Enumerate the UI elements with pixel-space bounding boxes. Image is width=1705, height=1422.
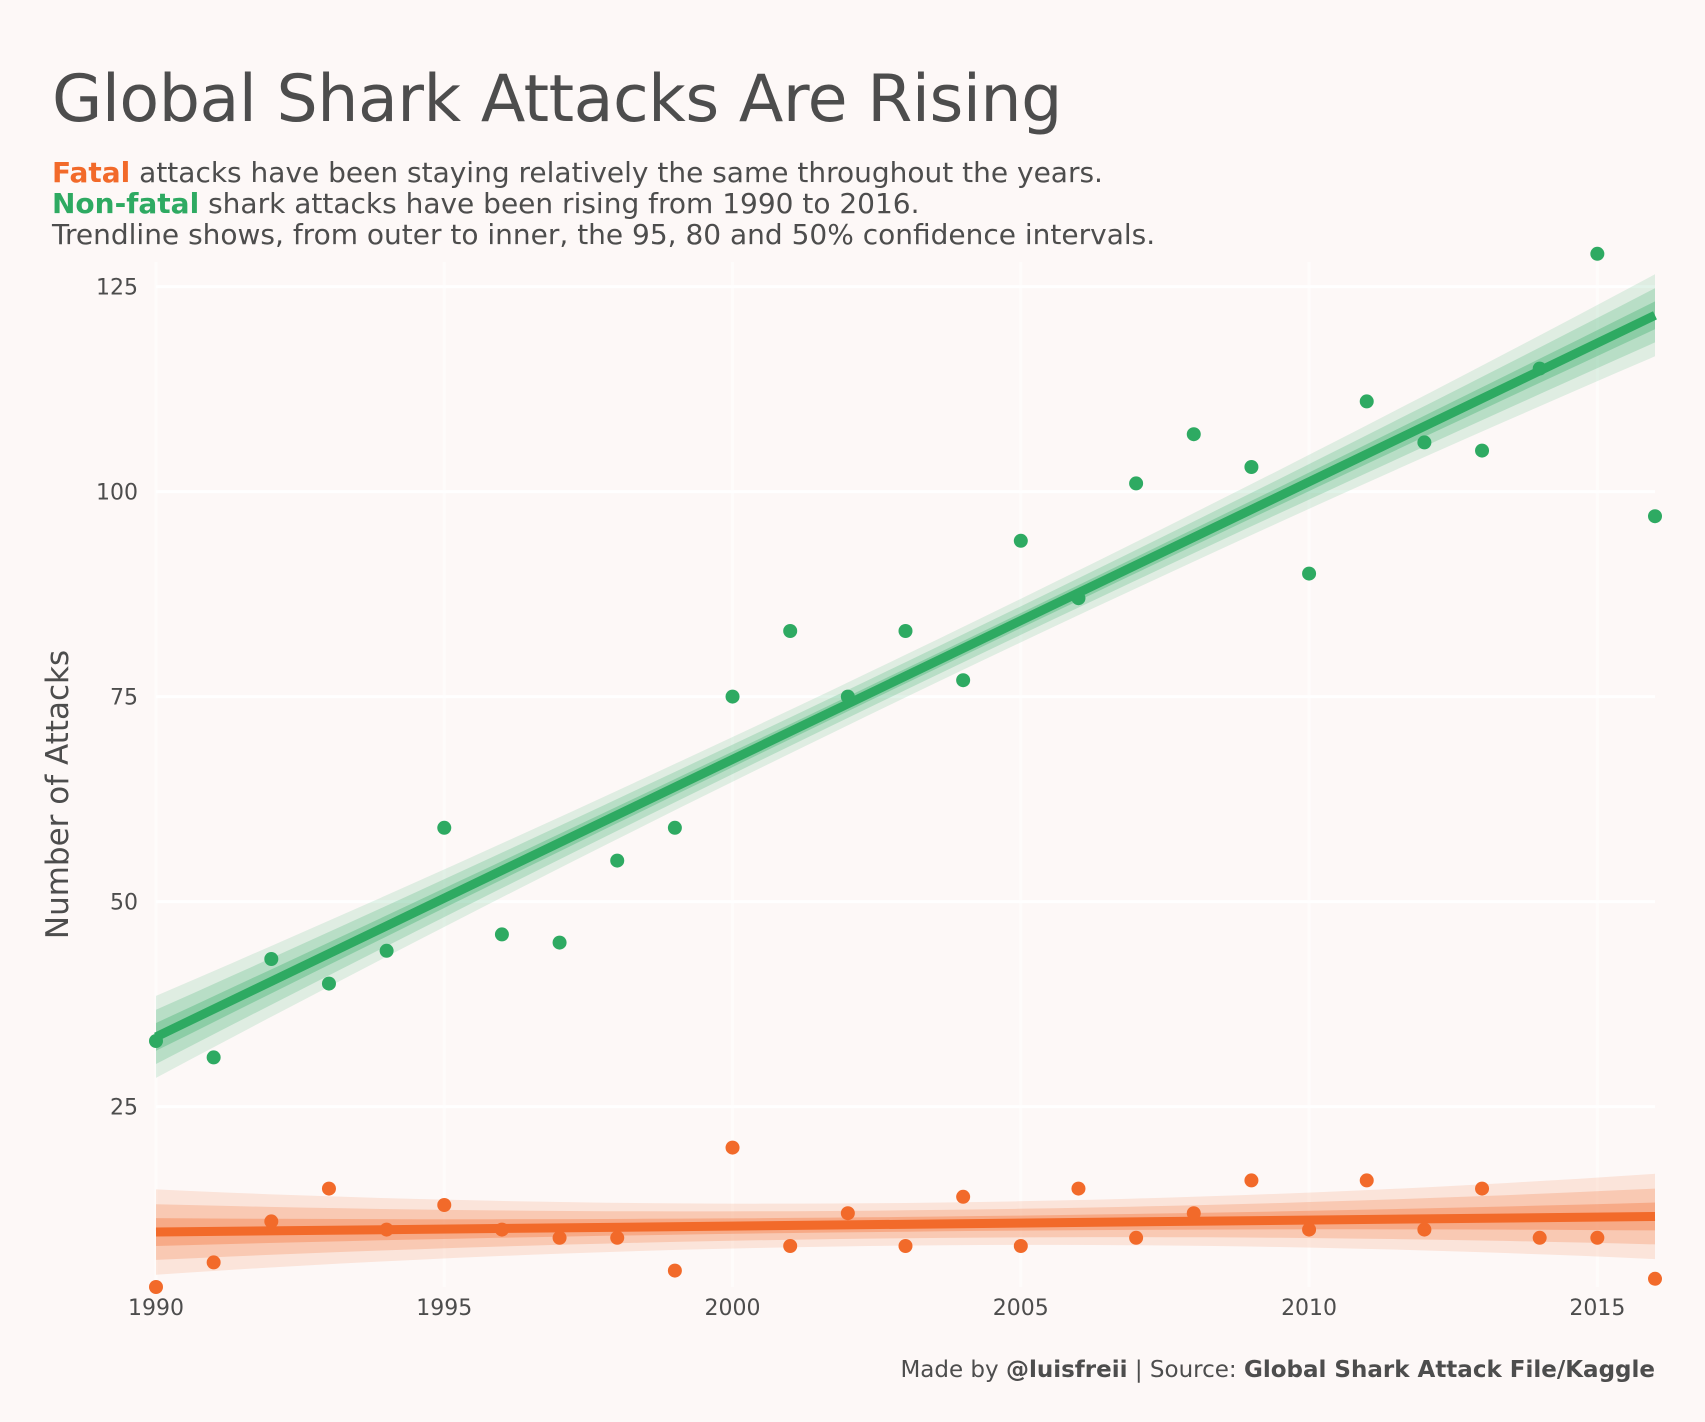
x-tick-label: 2005 <box>993 1296 1049 1321</box>
fatal-point <box>1302 1222 1317 1237</box>
fatal-point <box>1013 1239 1028 1253</box>
trend-lines <box>154 311 1657 1237</box>
non-fatal-point <box>321 976 336 991</box>
non-fatal-point <box>1532 361 1547 376</box>
fatal-point <box>956 1189 971 1204</box>
fatal-point <box>667 1263 682 1278</box>
fatal-point <box>552 1230 567 1245</box>
non-fatal-point <box>840 689 855 704</box>
non-fatal-point <box>206 1050 221 1065</box>
fatal-point <box>379 1222 394 1237</box>
non-fatal-point <box>264 952 279 966</box>
fatal-point <box>206 1255 221 1270</box>
x-tick-label: 2000 <box>705 1296 761 1321</box>
fatal-point <box>840 1206 855 1221</box>
y-tick-label: 100 <box>96 481 138 506</box>
non-fatal-point <box>1302 566 1317 581</box>
subtitle-line1-text: attacks have been staying relatively the… <box>130 156 1103 189</box>
subtitle-line-fatal: Fatal attacks have been staying relative… <box>52 157 1155 188</box>
fatal-point <box>1129 1230 1144 1245</box>
axis-ticks: 25 50 75 100 125 1990 1995 2000 2005 2010 2015 <box>96 276 1625 1321</box>
fatal-trend-line <box>155 1211 1656 1237</box>
non-fatal-point <box>1013 533 1028 548</box>
non-fatal-point <box>725 689 740 704</box>
non-fatal-point <box>1186 427 1201 442</box>
non-fatal-point <box>1648 509 1662 524</box>
caption-source: Global Shark Attack File/Kaggle <box>1243 1357 1655 1383</box>
fatal-point <box>264 1214 279 1229</box>
fatal-highlight: Fatal <box>52 156 131 189</box>
fatal-point <box>494 1222 509 1237</box>
chart-subtitle: Fatal attacks have been staying relative… <box>52 157 1155 250</box>
non-fatal-point <box>1244 460 1259 474</box>
fatal-point <box>149 1280 163 1294</box>
y-tick-label: 25 <box>110 1096 138 1121</box>
non-fatal-trend-line <box>154 311 1657 1041</box>
y-axis-title: Number of Attacks <box>40 650 76 939</box>
non-fatal-point <box>667 820 682 835</box>
non-fatal-point <box>1417 435 1432 450</box>
non-fatal-point <box>1475 443 1490 458</box>
x-tick-label: 1995 <box>416 1296 472 1321</box>
non-fatal-point <box>494 927 509 942</box>
non-fatal-point <box>1129 476 1144 491</box>
caption-author: @luisfreii <box>1005 1357 1128 1383</box>
fatal-point <box>1475 1181 1490 1196</box>
non-fatal-point <box>1359 394 1374 409</box>
fatal-point <box>1186 1206 1201 1221</box>
fatal-point <box>1532 1230 1547 1245</box>
x-tick-label: 1990 <box>128 1296 184 1321</box>
non-fatal-point <box>552 935 567 950</box>
x-tick-label: 2010 <box>1281 1296 1337 1321</box>
non-fatal-point <box>898 624 913 638</box>
x-tick-label: 2015 <box>1569 1296 1625 1321</box>
caption-separator: | Source: <box>1127 1357 1244 1383</box>
non-fatal-point <box>1590 246 1605 261</box>
fatal-point <box>898 1239 913 1253</box>
non-fatal-point <box>610 853 625 868</box>
non-fatal-point <box>1071 591 1086 606</box>
y-tick-label: 75 <box>110 686 138 711</box>
non-fatal-point <box>783 624 798 638</box>
subtitle-line-trendline: Trendline shows, from outer to inner, th… <box>52 218 1156 251</box>
y-tick-label: 125 <box>96 276 138 301</box>
chart-caption: Made by @luisfreii | Source: Global Shar… <box>900 1357 1655 1383</box>
fatal-point <box>437 1198 452 1212</box>
subtitle-line2-text: shark attacks have been rising from 1990… <box>199 187 920 220</box>
fatal-point <box>725 1140 740 1155</box>
fatal-point <box>1648 1271 1662 1286</box>
fatal-point <box>610 1230 625 1245</box>
caption-made-by: Made by <box>900 1357 1006 1383</box>
y-tick-label: 50 <box>110 891 138 916</box>
grid-layer <box>154 262 1655 1287</box>
fatal-point <box>783 1239 798 1253</box>
fatal-point <box>1590 1230 1605 1245</box>
non-fatal-point <box>437 820 452 835</box>
fatal-point <box>1417 1222 1432 1237</box>
fatal-point <box>1244 1173 1259 1188</box>
fatal-point <box>1359 1173 1374 1188</box>
chart-title: Global Shark Attacks Are Rising <box>52 62 1062 137</box>
subtitle-line-nonfatal: Non-fatal shark attacks have been rising… <box>52 188 1155 219</box>
fatal-point <box>321 1181 336 1196</box>
fatal-point <box>1071 1181 1086 1196</box>
non-fatal-point <box>956 673 971 688</box>
data-points <box>149 246 1662 1294</box>
non-fatal-point <box>149 1034 163 1048</box>
nonfatal-highlight: Non-fatal <box>52 187 200 220</box>
non-fatal-point <box>379 943 394 958</box>
